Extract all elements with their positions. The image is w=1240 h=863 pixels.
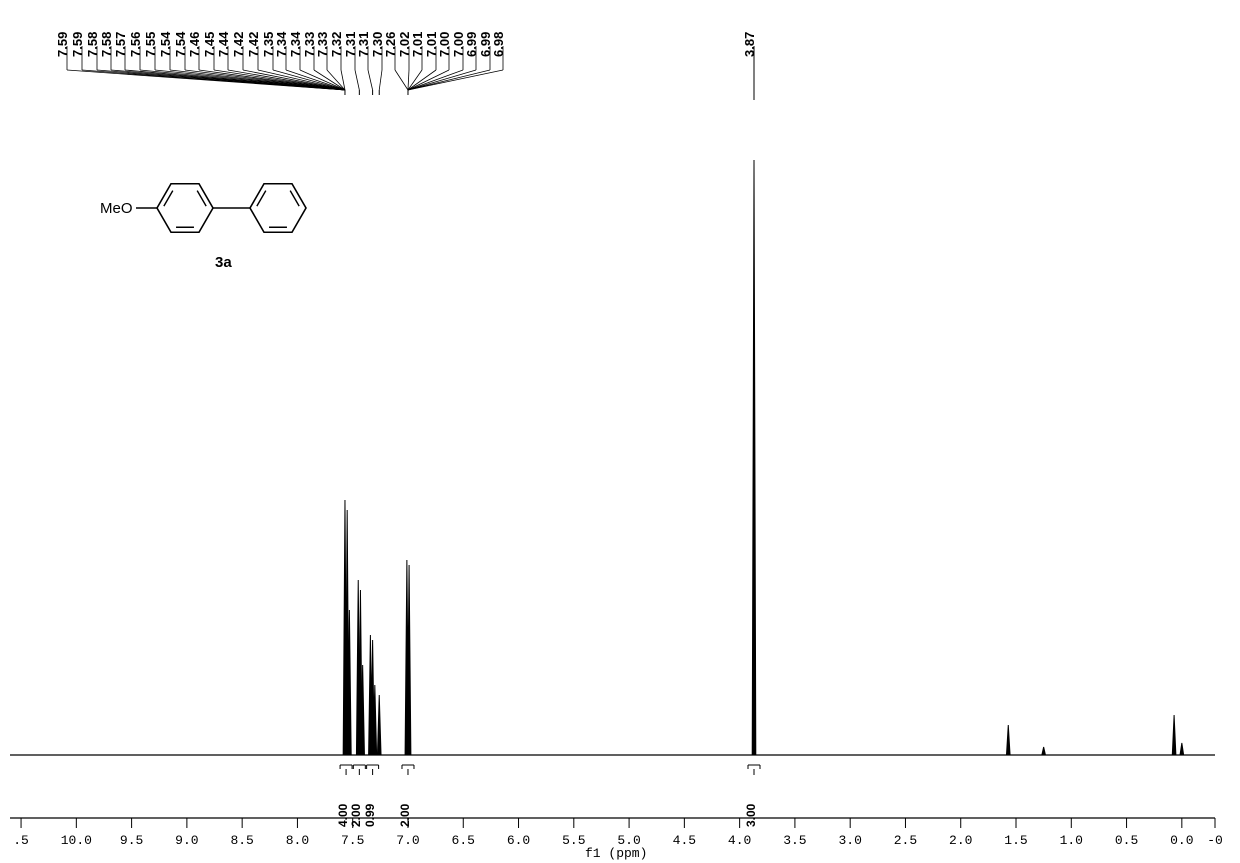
- peak-ppm-label: 7.56: [128, 32, 143, 57]
- axis-tick: 9.5: [120, 833, 143, 848]
- compound-name: 3a: [215, 254, 232, 271]
- peak-ppm-label: 7.57: [113, 32, 128, 57]
- integral-value: 3.00: [744, 804, 758, 827]
- axis-tick: 8.5: [230, 833, 253, 848]
- axis-tick: 7.5: [341, 833, 364, 848]
- axis-tick: 9.0: [175, 833, 198, 848]
- axis-tick: 4.0: [728, 833, 751, 848]
- axis-tick: -0: [1207, 833, 1223, 848]
- peak-ppm-label: 7.34: [274, 32, 289, 57]
- peak-ppm-label: 7.34: [288, 32, 303, 57]
- peak-ppm-label: 7.31: [356, 32, 371, 57]
- peak-ppm-label: 7.33: [315, 32, 330, 57]
- peak-ppm-label: 7.59: [55, 32, 70, 57]
- spectrum-svg: [0, 0, 1240, 863]
- nmr-spectrum: 7.597.597.587.587.577.567.557.547.547.46…: [0, 0, 1240, 863]
- integral-value: 4.00: [336, 804, 350, 827]
- axis-tick: 4.5: [673, 833, 696, 848]
- peak-ppm-label: 7.54: [173, 32, 188, 57]
- axis-tick: 5.5: [562, 833, 585, 848]
- peak-ppm-label: 6.98: [491, 32, 506, 57]
- peak-ppm-label: 7.54: [158, 32, 173, 57]
- peak-ppm-label: 7.32: [329, 32, 344, 57]
- axis-tick: 3.5: [783, 833, 806, 848]
- axis-tick: 0.0: [1170, 833, 1193, 848]
- axis-tick: 3.0: [838, 833, 861, 848]
- axis-tick: 8.0: [286, 833, 309, 848]
- axis-tick: 1.0: [1060, 833, 1083, 848]
- meo-label: MeO: [100, 200, 133, 217]
- axis-tick: 10.0: [61, 833, 92, 848]
- integral-value: 2.00: [398, 804, 412, 827]
- axis-tick: .5: [13, 833, 29, 848]
- axis-tick: 1.5: [1004, 833, 1027, 848]
- peak-ppm-label: 7.42: [231, 32, 246, 57]
- peak-ppm-label: 7.00: [437, 32, 452, 57]
- peak-ppm-label: 7.46: [187, 32, 202, 57]
- integral-value: 0.99: [363, 804, 377, 827]
- peak-ppm-label: 7.01: [410, 32, 425, 57]
- peak-ppm-label: 7.58: [99, 32, 114, 57]
- integral-value: 2.00: [349, 804, 363, 827]
- peak-ppm-label: 7.44: [216, 32, 231, 57]
- axis-tick: 7.0: [396, 833, 419, 848]
- axis-tick: 6.5: [452, 833, 475, 848]
- peak-ppm-label: 6.99: [464, 32, 479, 57]
- peak-ppm-label: 7.55: [143, 32, 158, 57]
- peak-ppm-label: 7.26: [383, 32, 398, 57]
- singlet-ppm-label: 3.87: [742, 32, 757, 57]
- peak-ppm-label: 7.59: [70, 32, 85, 57]
- axis-tick: 0.5: [1115, 833, 1138, 848]
- peak-ppm-label: 7.45: [202, 32, 217, 57]
- axis-title: f1 (ppm): [585, 846, 647, 861]
- axis-tick: 2.0: [949, 833, 972, 848]
- axis-tick: 2.5: [894, 833, 917, 848]
- peak-ppm-label: 7.42: [246, 32, 261, 57]
- axis-tick: 6.0: [507, 833, 530, 848]
- peak-ppm-label: 7.58: [85, 32, 100, 57]
